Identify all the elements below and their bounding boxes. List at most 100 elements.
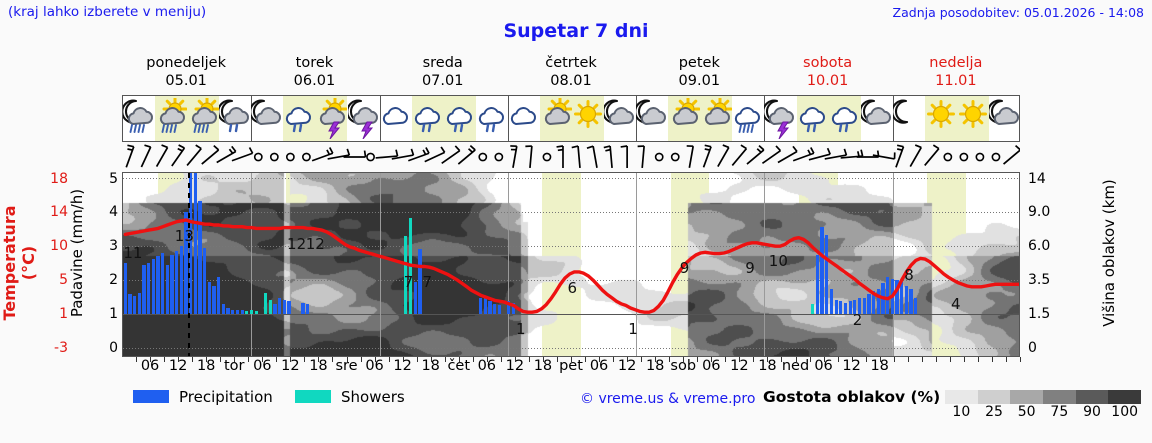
precipitation-bar [862,298,866,314]
x-tick-label: pet [559,358,583,374]
precipitation-bar [184,212,188,314]
cloud-density-swatch-2 [1010,390,1044,404]
x-tickmark [318,357,320,362]
precipitation-legend-label: Precipitation [179,388,273,406]
x-tickmark [627,357,629,362]
copyright-link[interactable]: © vreme.us & vreme.pro [580,391,756,407]
temperature-point-label: 10 [768,252,788,271]
x-tickmark [893,357,895,362]
x-tickmark [444,357,446,362]
day-header-0: ponedeljek 05.01 [122,54,250,90]
precipitation-bar [221,304,226,314]
x-tick-label: 06 [814,358,833,374]
day-separator [507,96,509,141]
temperature-tick: 5 [59,272,68,289]
precipitation-bar [212,285,216,314]
precipitation-bar [483,295,487,314]
day-date: 06.01 [293,73,336,89]
x-tickmark [641,357,643,362]
day-header-1: torek 06.01 [250,54,378,90]
x-tickmark [388,357,390,362]
day-name: sreda [422,55,463,71]
meteogram-plot: 11 13 12 12 7 7 1 6 1 9 9 10 2 8 4 [122,172,1020,357]
cloud-drizzle-icon [797,98,829,139]
x-tickmark [823,357,825,362]
cloud-height-axis-ticks: 14 9.0 6.0 3.5 1.5 0 [1026,171,1060,358]
precipitation-bar [132,295,137,314]
x-tickmark [374,357,376,362]
cloud-density-tick: 25 [985,404,1003,420]
precipitation-tick: 0 [109,339,118,356]
moon-icon [892,98,925,139]
day-name: petek [678,55,720,71]
x-tickmark [556,357,558,362]
precipitation-bar [829,288,834,314]
x-tickmark [837,357,839,362]
x-tick-label: tor [223,358,245,374]
day-gridline [636,173,637,356]
x-tickmark [613,357,615,362]
precipitation-bar [493,304,497,314]
precipitation-tick: 5 [109,170,118,187]
precipitation-bar [165,264,169,314]
precipitation-bar [277,298,282,314]
cloud-density-legend-label: Gostota oblakov (%) [763,388,941,406]
precipitation-bar [488,301,492,314]
x-tick-label: čet [447,358,471,374]
precipitation-bar [497,305,502,314]
x-tickmark [1005,357,1007,362]
precipitation-bar [899,281,904,314]
x-tickmark [332,357,334,362]
precipitation-axis-ticks: 5 4 3 2 1 0 [92,170,118,358]
cloud-drizzle-icon [283,98,315,139]
shower-bar [268,299,272,314]
temperature-point-label: 13 [174,226,194,245]
x-tick-label: 12 [730,358,749,374]
x-tickmark [599,357,601,362]
cloud-drizzle-icon [412,98,444,139]
precipitation-bar [820,226,824,314]
menu-hint: (kraj lahko izberete v meniju) [8,4,207,20]
precipitation-bar [871,291,876,314]
horizontal-gridline [123,178,1019,179]
temperature-axis-ticks: 18 14 10 5 1 -3 [34,170,68,358]
precipitation-bar [207,281,212,314]
cloud-height-axis-title: Višina oblakov (km) [1098,172,1120,358]
x-tickmark [879,357,881,362]
precipitation-tick: 4 [109,204,118,221]
shower-bar [254,311,258,314]
x-tickmark [963,357,965,362]
x-tickmark [346,357,348,362]
temperature-tick: 18 [50,170,68,187]
x-tickmark [234,357,236,362]
x-tickmark [907,357,909,362]
day-date: 09.01 [678,73,721,89]
precipitation-bar [198,201,202,314]
x-tickmark [192,357,194,362]
precipitation-bar [137,292,141,314]
precipitation-bar [848,301,852,314]
cloud-density-tick: 50 [1017,404,1036,420]
cloud-height-tick: 6.0 [1028,238,1051,255]
cloud-density-colorbar-ticks: 10 25 50 75 90 100 [945,404,1141,422]
x-tickmark [977,357,979,362]
day-name: četrtek [545,55,597,71]
precipitation-bar [189,173,193,314]
x-tickmark [571,357,572,362]
moon-cloud-icon [251,98,283,139]
precipitation-bar [507,301,511,314]
moon-cloud-icon [604,98,636,139]
temperature-point-label: 4 [951,294,961,313]
moon-cloud-rain-icon [123,98,155,139]
day-date: 10.01 [806,73,849,89]
precipitation-bar [853,299,857,314]
x-tickmark [402,357,404,362]
cloud-density-tick: 90 [1083,404,1101,420]
showers-legend-label: Showers [341,388,405,406]
x-tickmark [542,357,544,362]
cloud-density-tick: 10 [952,404,971,420]
precipitation-bar [839,301,843,314]
x-tickmark [220,357,222,362]
x-tick-label: 12 [505,358,525,374]
